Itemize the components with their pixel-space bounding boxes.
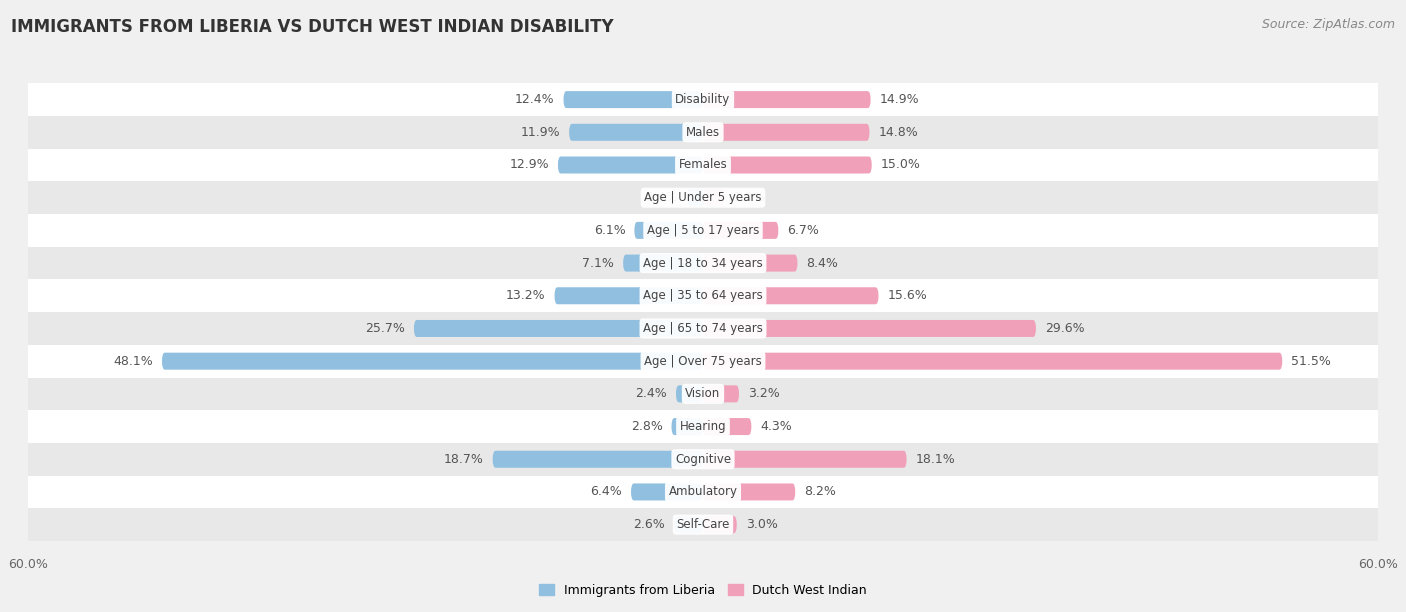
Text: 14.8%: 14.8% [879, 126, 918, 139]
FancyBboxPatch shape [703, 255, 797, 272]
Text: 18.1%: 18.1% [915, 453, 955, 466]
Bar [28, 345, 1378, 378]
Bar [28, 149, 1378, 181]
Bar [28, 247, 1378, 280]
FancyBboxPatch shape [703, 483, 796, 501]
Text: 15.6%: 15.6% [887, 289, 927, 302]
Bar [28, 214, 1378, 247]
Legend: Immigrants from Liberia, Dutch West Indian: Immigrants from Liberia, Dutch West Indi… [534, 579, 872, 602]
Bar [28, 476, 1378, 509]
Text: Age | 35 to 64 years: Age | 35 to 64 years [643, 289, 763, 302]
Text: Ambulatory: Ambulatory [668, 485, 738, 498]
Text: Age | 5 to 17 years: Age | 5 to 17 years [647, 224, 759, 237]
FancyBboxPatch shape [703, 124, 869, 141]
FancyBboxPatch shape [413, 320, 703, 337]
Text: 12.9%: 12.9% [509, 159, 548, 171]
Text: Females: Females [679, 159, 727, 171]
Text: 7.1%: 7.1% [582, 256, 614, 269]
Text: Hearing: Hearing [679, 420, 727, 433]
Text: 8.2%: 8.2% [804, 485, 837, 498]
FancyBboxPatch shape [703, 91, 870, 108]
Bar [28, 181, 1378, 214]
Text: Age | Over 75 years: Age | Over 75 years [644, 355, 762, 368]
FancyBboxPatch shape [569, 124, 703, 141]
Bar [28, 83, 1378, 116]
FancyBboxPatch shape [703, 353, 1282, 370]
Bar [28, 116, 1378, 149]
Bar [28, 443, 1378, 476]
FancyBboxPatch shape [676, 386, 703, 402]
Text: 6.1%: 6.1% [593, 224, 626, 237]
FancyBboxPatch shape [162, 353, 703, 370]
FancyBboxPatch shape [564, 91, 703, 108]
Text: 2.6%: 2.6% [633, 518, 665, 531]
FancyBboxPatch shape [703, 222, 779, 239]
FancyBboxPatch shape [554, 287, 703, 304]
Bar [28, 410, 1378, 443]
Text: Cognitive: Cognitive [675, 453, 731, 466]
Text: 51.5%: 51.5% [1291, 355, 1331, 368]
Text: 2.4%: 2.4% [636, 387, 666, 400]
Text: Vision: Vision [685, 387, 721, 400]
Text: Source: ZipAtlas.com: Source: ZipAtlas.com [1261, 18, 1395, 31]
FancyBboxPatch shape [703, 287, 879, 304]
Bar [28, 280, 1378, 312]
FancyBboxPatch shape [688, 189, 703, 206]
Bar [28, 378, 1378, 410]
Text: Age | Under 5 years: Age | Under 5 years [644, 191, 762, 204]
Text: 48.1%: 48.1% [114, 355, 153, 368]
Text: 11.9%: 11.9% [520, 126, 560, 139]
FancyBboxPatch shape [631, 483, 703, 501]
Text: 6.7%: 6.7% [787, 224, 820, 237]
Text: 8.4%: 8.4% [807, 256, 838, 269]
Text: 15.0%: 15.0% [880, 159, 921, 171]
Text: Self-Care: Self-Care [676, 518, 730, 531]
FancyBboxPatch shape [703, 386, 740, 402]
Text: Disability: Disability [675, 93, 731, 106]
Text: 4.3%: 4.3% [761, 420, 792, 433]
Bar [28, 509, 1378, 541]
Text: Age | 65 to 74 years: Age | 65 to 74 years [643, 322, 763, 335]
FancyBboxPatch shape [672, 418, 703, 435]
Text: 6.4%: 6.4% [591, 485, 621, 498]
Text: 25.7%: 25.7% [366, 322, 405, 335]
FancyBboxPatch shape [558, 157, 703, 173]
Text: Males: Males [686, 126, 720, 139]
Text: 13.2%: 13.2% [506, 289, 546, 302]
Text: 1.4%: 1.4% [647, 191, 678, 204]
Text: 2.8%: 2.8% [631, 420, 662, 433]
Text: 18.7%: 18.7% [444, 453, 484, 466]
Bar [28, 312, 1378, 345]
FancyBboxPatch shape [634, 222, 703, 239]
FancyBboxPatch shape [703, 418, 751, 435]
Text: Age | 18 to 34 years: Age | 18 to 34 years [643, 256, 763, 269]
FancyBboxPatch shape [623, 255, 703, 272]
Text: 29.6%: 29.6% [1045, 322, 1084, 335]
Text: 14.9%: 14.9% [880, 93, 920, 106]
Text: IMMIGRANTS FROM LIBERIA VS DUTCH WEST INDIAN DISABILITY: IMMIGRANTS FROM LIBERIA VS DUTCH WEST IN… [11, 18, 614, 36]
FancyBboxPatch shape [703, 320, 1036, 337]
FancyBboxPatch shape [703, 451, 907, 468]
Text: 12.4%: 12.4% [515, 93, 554, 106]
Text: 1.9%: 1.9% [734, 191, 765, 204]
FancyBboxPatch shape [703, 516, 737, 533]
Text: 3.2%: 3.2% [748, 387, 780, 400]
FancyBboxPatch shape [673, 516, 703, 533]
Text: 3.0%: 3.0% [745, 518, 778, 531]
FancyBboxPatch shape [703, 157, 872, 173]
FancyBboxPatch shape [492, 451, 703, 468]
FancyBboxPatch shape [703, 189, 724, 206]
